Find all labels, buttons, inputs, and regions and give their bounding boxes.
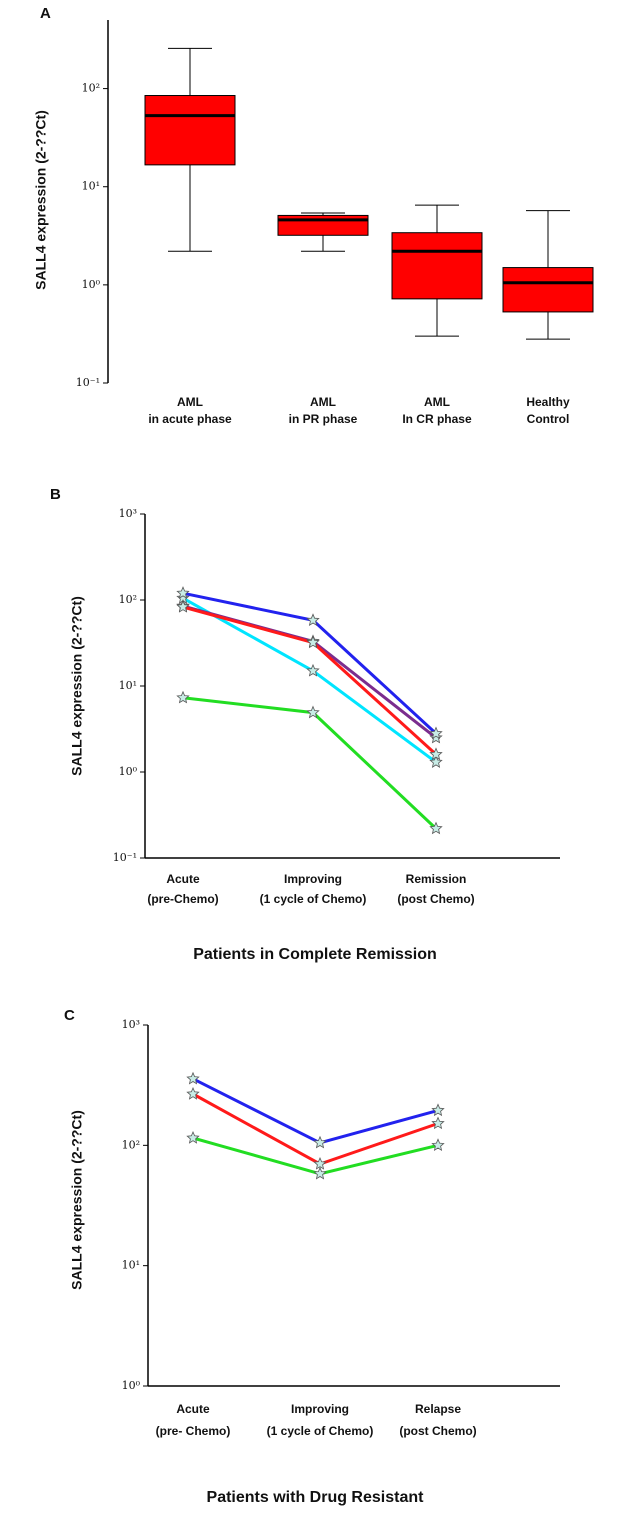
- x-tick-label: Healthy: [526, 395, 570, 409]
- panel-label: A: [40, 5, 51, 22]
- x-tick-label: Improving: [284, 872, 342, 886]
- point-star: [313, 1135, 327, 1149]
- y-axis-label: SALL4 expression (2-??Ct): [69, 1110, 85, 1290]
- y-tick-label: 10⁻¹: [76, 376, 100, 389]
- y-tick-label: 10²: [122, 1138, 140, 1151]
- box: [502, 267, 594, 313]
- point-star: [306, 663, 320, 677]
- point-star: [429, 821, 443, 835]
- point-star: [186, 1086, 200, 1100]
- box: [391, 232, 483, 300]
- panel-label: C: [64, 1007, 75, 1024]
- y-axis-label: SALL4 expression (2-??Ct): [69, 596, 85, 776]
- point-star: [431, 1103, 445, 1117]
- x-tick-label: (pre- Chemo): [156, 1424, 231, 1438]
- point-star: [306, 635, 320, 649]
- x-tick-label: in PR phase: [289, 412, 358, 426]
- y-tick-label: 10¹: [122, 1259, 140, 1272]
- point-star: [431, 1138, 445, 1152]
- point-star: [313, 1156, 327, 1170]
- y-tick-label: 10⁻¹: [113, 851, 137, 864]
- point-star: [429, 730, 443, 744]
- x-tick-label: Improving: [291, 1402, 349, 1416]
- point-star: [429, 747, 443, 761]
- y-tick-label: 10²: [119, 593, 137, 606]
- x-tick-label: In CR phase: [402, 412, 472, 426]
- x-tick-label: in acute phase: [148, 412, 232, 426]
- x-axis-label: Patients in Complete Remission: [193, 946, 437, 963]
- point-star: [186, 1130, 200, 1144]
- x-tick-label: (pre-Chemo): [147, 892, 218, 906]
- x-axis-label: Patients with Drug Resistant: [207, 1489, 425, 1506]
- y-tick-label: 10⁰: [122, 1379, 141, 1392]
- box: [144, 95, 236, 166]
- point-star: [429, 755, 443, 768]
- x-tick-label: (1 cycle of Chemo): [260, 892, 367, 906]
- series-line: [182, 596, 437, 764]
- point-star: [176, 586, 190, 599]
- y-tick-label: 10¹: [82, 180, 100, 193]
- point-star: [176, 690, 190, 704]
- x-tick-label: Acute: [176, 1402, 210, 1416]
- panel-label: B: [50, 486, 61, 503]
- y-tick-label: 10⁰: [119, 765, 138, 778]
- x-tick-label: AML: [310, 395, 336, 409]
- x-tick-label: AML: [177, 395, 203, 409]
- series-line: [192, 1136, 439, 1176]
- y-tick-label: 10³: [122, 1018, 140, 1031]
- point-star: [429, 726, 443, 740]
- point-star: [306, 613, 320, 627]
- x-tick-label: (1 cycle of Chemo): [267, 1424, 374, 1438]
- y-tick-label: 10²: [82, 82, 100, 95]
- x-tick-label: Relapse: [415, 1402, 461, 1416]
- y-tick-label: 10⁰: [82, 278, 101, 291]
- point-star: [431, 1116, 445, 1130]
- series-line: [192, 1077, 439, 1145]
- x-tick-label: (post Chemo): [399, 1424, 476, 1438]
- y-tick-label: 10¹: [119, 679, 137, 692]
- x-tick-label: Acute: [166, 872, 200, 886]
- point-star: [313, 1166, 327, 1180]
- x-tick-label: Control: [527, 412, 570, 426]
- x-tick-label: AML: [424, 395, 450, 409]
- point-star: [186, 1071, 200, 1085]
- point-star: [306, 705, 320, 719]
- x-tick-label: (post Chemo): [397, 892, 474, 906]
- y-axis-label: SALL4 expression (2-??Ct): [33, 110, 49, 290]
- y-tick-label: 10³: [119, 507, 137, 520]
- point-star: [176, 599, 190, 613]
- x-tick-label: Remission: [406, 872, 467, 886]
